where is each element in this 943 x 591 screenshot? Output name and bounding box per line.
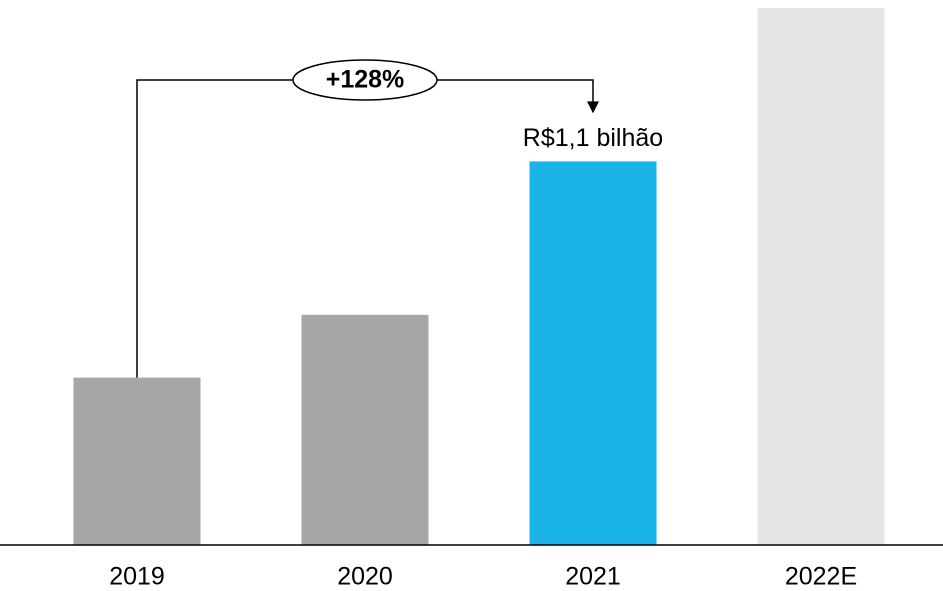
x-tick-label: 2020	[337, 563, 393, 591]
x-tick-label: 2022E	[785, 563, 857, 591]
bar	[757, 8, 885, 545]
bar	[73, 377, 201, 545]
annotation-bubble	[292, 59, 438, 101]
bar	[529, 161, 657, 545]
annotation: +128%	[326, 66, 405, 94]
bar	[301, 314, 429, 545]
value-label: R$1,1 bilhão	[523, 124, 663, 152]
x-tick-label: 2021	[565, 563, 621, 591]
arrow-head	[587, 101, 599, 114]
x-tick-label: 2019	[109, 563, 165, 591]
